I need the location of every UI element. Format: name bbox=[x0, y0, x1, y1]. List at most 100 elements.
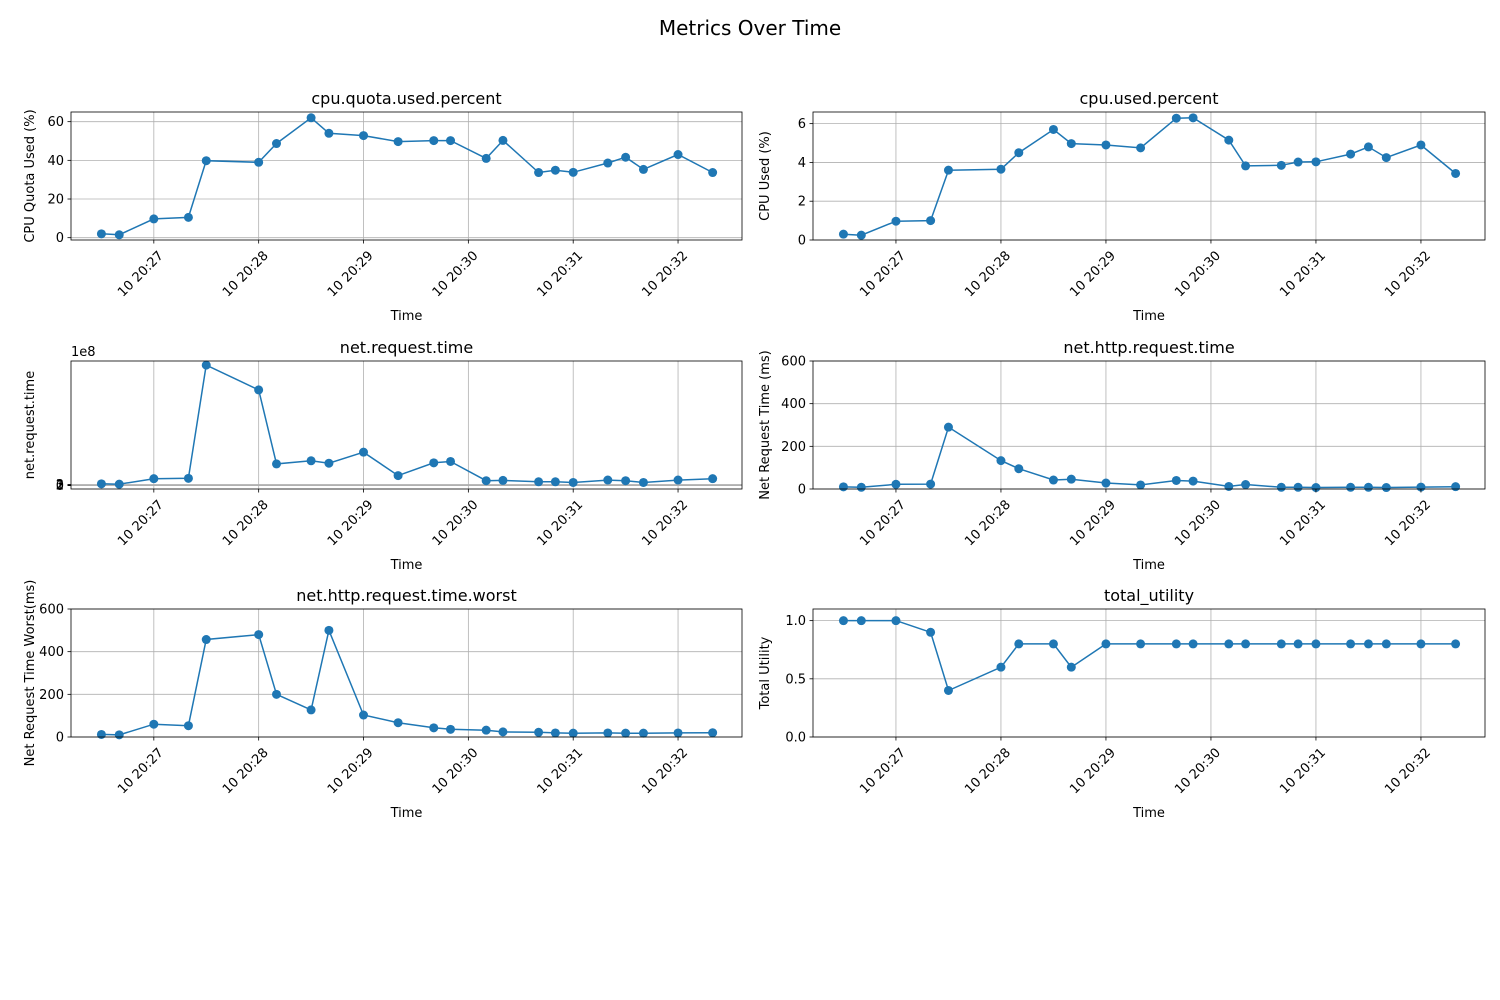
data-point bbox=[306, 113, 316, 123]
data-point bbox=[926, 479, 936, 489]
data-point bbox=[306, 705, 316, 715]
data-point bbox=[183, 212, 193, 222]
x-tick-label: 10 20:27 bbox=[857, 248, 909, 300]
data-point bbox=[498, 135, 508, 145]
data-point bbox=[856, 616, 866, 626]
series-line bbox=[843, 425, 1456, 489]
y-tick-label: 20 bbox=[47, 193, 64, 208]
data-point bbox=[621, 152, 631, 162]
data-point bbox=[1136, 639, 1146, 649]
data-point bbox=[891, 479, 901, 489]
x-tick-label: 10 20:32 bbox=[1382, 745, 1434, 797]
data-point bbox=[838, 616, 848, 626]
axes-frame bbox=[70, 608, 743, 738]
data-point bbox=[1101, 140, 1111, 150]
series-line bbox=[843, 619, 1456, 692]
data-point bbox=[1171, 639, 1181, 649]
data-point bbox=[1136, 480, 1146, 490]
y-tick-label: 0 bbox=[56, 479, 64, 494]
data-point bbox=[324, 625, 334, 635]
data-point bbox=[943, 685, 953, 695]
data-point bbox=[603, 158, 613, 168]
data-point bbox=[114, 230, 124, 240]
data-point bbox=[856, 230, 866, 240]
x-tick-label: 10 20:28 bbox=[962, 497, 1014, 549]
data-point bbox=[1014, 639, 1024, 649]
y-tick-label: 400 bbox=[781, 397, 806, 412]
data-point bbox=[1136, 143, 1146, 153]
data-point bbox=[481, 476, 491, 486]
data-point bbox=[638, 164, 648, 174]
data-point bbox=[1224, 639, 1234, 649]
y-tick-label: 60 bbox=[47, 115, 64, 130]
data-point bbox=[1048, 124, 1058, 134]
x-tick-label: 10 20:29 bbox=[325, 745, 377, 797]
x-tick-label: 10 20:29 bbox=[325, 248, 377, 300]
data-point bbox=[498, 475, 508, 485]
x-axis-label: Time bbox=[1132, 309, 1165, 324]
data-point bbox=[996, 662, 1006, 672]
data-point bbox=[1276, 482, 1286, 492]
data-point bbox=[1293, 639, 1303, 649]
data-point bbox=[856, 482, 866, 492]
y-axis-label: CPU Used (%) bbox=[758, 131, 773, 221]
data-point bbox=[359, 710, 369, 720]
y-tick-label: 6 bbox=[798, 117, 806, 132]
x-tick-label: 10 20:31 bbox=[535, 497, 587, 549]
data-point bbox=[96, 229, 106, 239]
data-point bbox=[534, 727, 544, 737]
data-point bbox=[603, 475, 613, 485]
data-point bbox=[96, 479, 106, 489]
axes-frame bbox=[70, 111, 743, 241]
y-axis-label: Net Request Time Worst(ms) bbox=[23, 580, 38, 767]
data-point bbox=[550, 165, 560, 175]
y-tick-label: 2 bbox=[798, 195, 806, 210]
data-point bbox=[1241, 639, 1251, 649]
data-point bbox=[393, 137, 403, 147]
y-tick-label: 2 bbox=[56, 478, 64, 493]
x-tick-label: 10 20:29 bbox=[325, 497, 377, 549]
y-tick-label: 1.0 bbox=[785, 614, 806, 629]
data-point bbox=[1416, 639, 1426, 649]
data-point bbox=[446, 724, 456, 734]
data-point bbox=[1014, 148, 1024, 158]
subplot-6: 0.0 0.5 1.0 10 20:27 10 20:28 10 20:29 10 20:3… bbox=[758, 586, 1486, 821]
data-point bbox=[1311, 639, 1321, 649]
data-point bbox=[708, 474, 718, 484]
y-offset-text: 1e8 bbox=[71, 345, 96, 360]
data-point bbox=[708, 168, 718, 178]
x-tick-label: 10 20:30 bbox=[430, 497, 482, 549]
subplot-title: net.request.time bbox=[340, 338, 473, 357]
x-axis-label: Time bbox=[1132, 806, 1165, 821]
x-tick-label: 10 20:27 bbox=[857, 497, 909, 549]
subplot-1: 0 20 40 60 10 20:27 10 20:28 10 20:29 10 20:30 1… bbox=[23, 89, 743, 324]
x-tick-label: 10 20:31 bbox=[535, 745, 587, 797]
y-axis-label: net.request.time bbox=[23, 371, 38, 479]
data-point bbox=[481, 153, 491, 163]
y-tick-label: 600 bbox=[781, 355, 806, 370]
x-tick-label: 10 20:28 bbox=[220, 745, 272, 797]
data-point bbox=[201, 360, 211, 370]
data-point bbox=[1188, 639, 1198, 649]
x-tick-label: 10 20:29 bbox=[1067, 248, 1119, 300]
data-point bbox=[201, 635, 211, 645]
data-point bbox=[96, 729, 106, 739]
x-tick-label: 10 20:32 bbox=[639, 248, 691, 300]
y-tick-label: 200 bbox=[39, 688, 64, 703]
data-point bbox=[1101, 639, 1111, 649]
data-point bbox=[271, 459, 281, 469]
data-point bbox=[621, 728, 631, 738]
data-point bbox=[1241, 161, 1251, 171]
data-point bbox=[568, 728, 578, 738]
axes-frame bbox=[812, 111, 1486, 241]
axes-frame bbox=[812, 608, 1486, 738]
data-point bbox=[359, 131, 369, 141]
data-point bbox=[996, 164, 1006, 174]
x-tick-label: 10 20:29 bbox=[1067, 497, 1119, 549]
data-point bbox=[708, 728, 718, 738]
data-point bbox=[254, 630, 264, 640]
data-point bbox=[446, 136, 456, 146]
x-tick-label: 10 20:32 bbox=[1382, 248, 1434, 300]
data-point bbox=[271, 139, 281, 149]
